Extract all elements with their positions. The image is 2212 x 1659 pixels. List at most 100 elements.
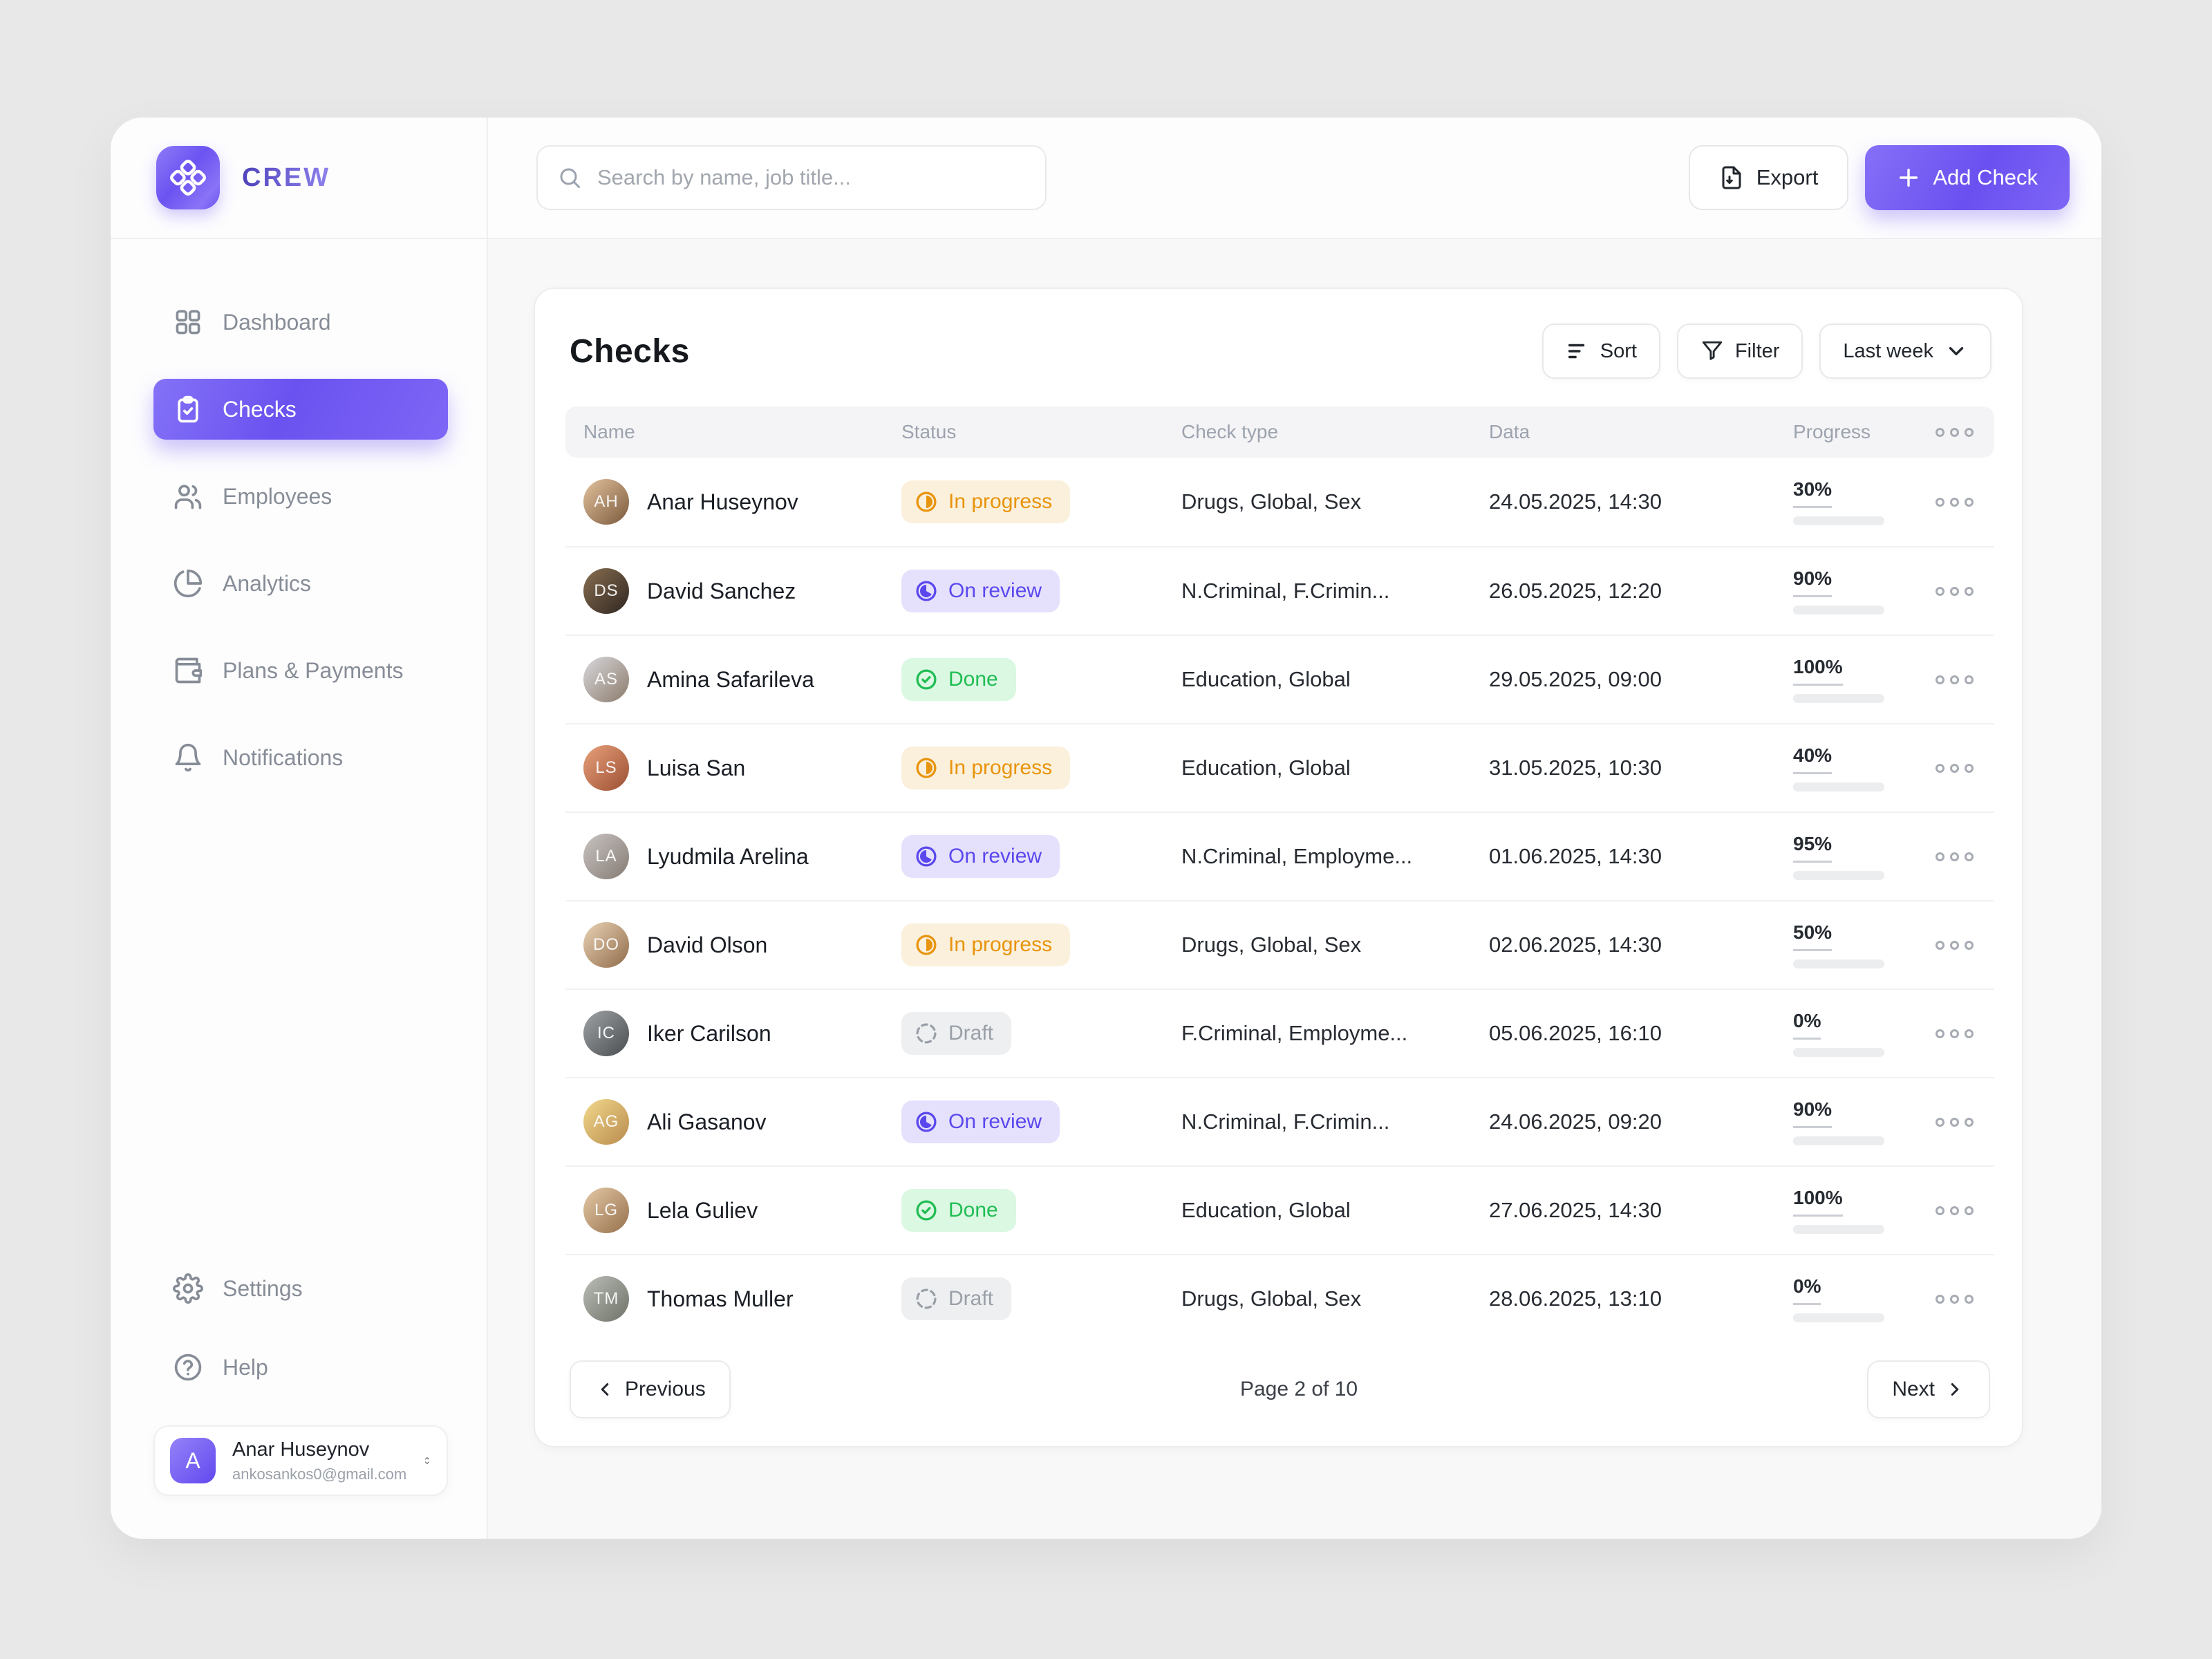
avatar: AG: [583, 1099, 629, 1145]
status-label: In progress: [948, 933, 1053, 956]
avatar: LA: [583, 834, 629, 879]
check-circle-icon: [916, 669, 937, 690]
table-row[interactable]: LG Lela Guliev Done Education, Global 27…: [565, 1165, 1994, 1254]
previous-page-button[interactable]: Previous: [570, 1360, 731, 1418]
person-name: Amina Safarileva: [647, 666, 814, 692]
progress-bar: [1793, 871, 1884, 880]
sidebar-item-employees[interactable]: Employees: [153, 466, 448, 527]
search-input[interactable]: [536, 145, 1047, 210]
plus-icon: [1900, 168, 1918, 187]
row-menu-button[interactable]: [1933, 760, 1976, 777]
filter-label: Filter: [1734, 339, 1780, 362]
check-type: F.Criminal, Employme...: [1181, 1021, 1408, 1045]
avatar: LG: [583, 1188, 629, 1233]
avatar: IC: [583, 1011, 629, 1056]
status-label: Done: [948, 1199, 998, 1221]
next-label: Next: [1892, 1378, 1935, 1400]
status-label: On review: [948, 845, 1042, 868]
sort-button[interactable]: Sort: [1541, 324, 1660, 379]
row-menu-button[interactable]: [1933, 494, 1976, 511]
check-type: N.Criminal, F.Crimin...: [1181, 1109, 1390, 1134]
table-menu-button[interactable]: [1933, 424, 1976, 441]
row-menu-button[interactable]: [1933, 1025, 1976, 1042]
check-type: Drugs, Global, Sex: [1181, 489, 1362, 514]
sidebar-item-notifications[interactable]: Notifications: [153, 727, 448, 788]
sidebar-item-label: Dashboard: [223, 309, 331, 335]
column-header-progress: Progress: [1793, 421, 1871, 442]
progress-percent: 40%: [1793, 744, 1833, 774]
bell-icon: [175, 743, 201, 772]
person-name: Lyudmila Arelina: [647, 843, 809, 869]
half-circle-icon: [916, 758, 937, 778]
column-header-data: Data: [1489, 421, 1530, 442]
crew-logo-icon: [156, 146, 220, 209]
check-date: 31.05.2025, 10:30: [1489, 756, 1662, 780]
row-menu-button[interactable]: [1933, 1114, 1976, 1131]
status-badge: In progress: [901, 480, 1071, 523]
table-row[interactable]: TM Thomas Muller Draft Drugs, Global, Se…: [565, 1254, 1994, 1342]
check-type: Education, Global: [1181, 756, 1351, 780]
sort-icon: [1568, 344, 1584, 359]
table-body: AH Anar Huseynov In progress Drugs, Glob…: [565, 458, 1994, 1342]
add-check-button[interactable]: Add Check: [1865, 145, 2070, 210]
check-date: 29.05.2025, 09:00: [1489, 667, 1662, 691]
table-row[interactable]: AS Amina Safarileva Done Education, Glob…: [565, 635, 1994, 723]
progress-percent: 30%: [1793, 478, 1833, 508]
avatar: TM: [583, 1276, 629, 1322]
date-range-dropdown[interactable]: Last week: [1819, 324, 1991, 379]
table-row[interactable]: AH Anar Huseynov In progress Drugs, Glob…: [565, 458, 1994, 546]
export-button[interactable]: Export: [1688, 145, 1849, 210]
person-name: Luisa San: [647, 755, 746, 780]
page-title: Checks: [570, 332, 690, 370]
table-row[interactable]: AG Ali Gasanov On review N.Criminal, F.C…: [565, 1077, 1994, 1165]
progress-percent: 90%: [1793, 1098, 1833, 1128]
sidebar: Dashboard Checks Employees Analytics: [111, 239, 488, 1539]
user-name: Anar Huseynov: [232, 1438, 370, 1461]
row-menu-button[interactable]: [1933, 583, 1976, 600]
app-window: CREW Export Add Check: [111, 118, 2101, 1539]
check-date: 05.06.2025, 16:10: [1489, 1021, 1662, 1045]
chevron-left-icon: [601, 1383, 609, 1396]
export-label: Export: [1756, 165, 1819, 189]
sort-label: Sort: [1600, 339, 1637, 362]
progress-percent: 0%: [1793, 1275, 1821, 1305]
table-row[interactable]: DO David Olson In progress Drugs, Global…: [565, 900, 1994, 988]
half-circle-icon: [916, 491, 937, 512]
table-row[interactable]: DS David Sanchez On review N.Criminal, F…: [565, 546, 1994, 635]
row-menu-button[interactable]: [1933, 937, 1976, 954]
progress-bar: [1793, 1136, 1884, 1145]
table-row[interactable]: IC Iker Carilson Draft F.Criminal, Emplo…: [565, 988, 1994, 1077]
status-badge: In progress: [901, 924, 1071, 966]
row-menu-button[interactable]: [1933, 848, 1976, 865]
user-profile-card[interactable]: A Anar Huseynov ankosankos0@gmail.com: [153, 1425, 448, 1496]
progress-percent: 95%: [1793, 833, 1833, 863]
sidebar-item-settings[interactable]: Settings: [153, 1258, 448, 1319]
row-menu-button[interactable]: [1933, 671, 1976, 688]
clipboard-check-icon: [178, 395, 198, 423]
sidebar-item-help[interactable]: Help: [153, 1337, 448, 1398]
table-row[interactable]: LA Lyudmila Arelina On review N.Criminal…: [565, 812, 1994, 900]
status-label: Draft: [948, 1287, 994, 1310]
status-badge: Draft: [901, 1277, 1012, 1320]
row-menu-button[interactable]: [1933, 1291, 1976, 1308]
pie-circle-icon: [916, 1112, 937, 1132]
avatar: DO: [583, 922, 629, 968]
progress-bar: [1793, 1225, 1884, 1234]
avatar: DS: [583, 568, 629, 614]
sidebar-item-dashboard[interactable]: Dashboard: [153, 292, 448, 353]
check-type: Education, Global: [1181, 667, 1351, 691]
file-download-icon: [1722, 166, 1741, 189]
user-email: ankosankos0@gmail.com: [232, 1465, 407, 1483]
sidebar-item-analytics[interactable]: Analytics: [153, 553, 448, 614]
filter-button[interactable]: Filter: [1676, 324, 1803, 379]
progress-percent: 0%: [1793, 1010, 1821, 1040]
row-menu-button[interactable]: [1933, 1202, 1976, 1219]
page-info: Page 2 of 10: [1239, 1378, 1358, 1400]
column-header-name: Name: [583, 421, 635, 442]
status-label: In progress: [948, 756, 1053, 779]
sidebar-item-plans-payments[interactable]: Plans & Payments: [153, 640, 448, 701]
table-row[interactable]: LS Luisa San In progress Education, Glob…: [565, 723, 1994, 812]
sidebar-item-checks[interactable]: Checks: [153, 379, 448, 440]
status-label: Draft: [948, 1022, 994, 1044]
next-page-button[interactable]: Next: [1867, 1360, 1990, 1418]
